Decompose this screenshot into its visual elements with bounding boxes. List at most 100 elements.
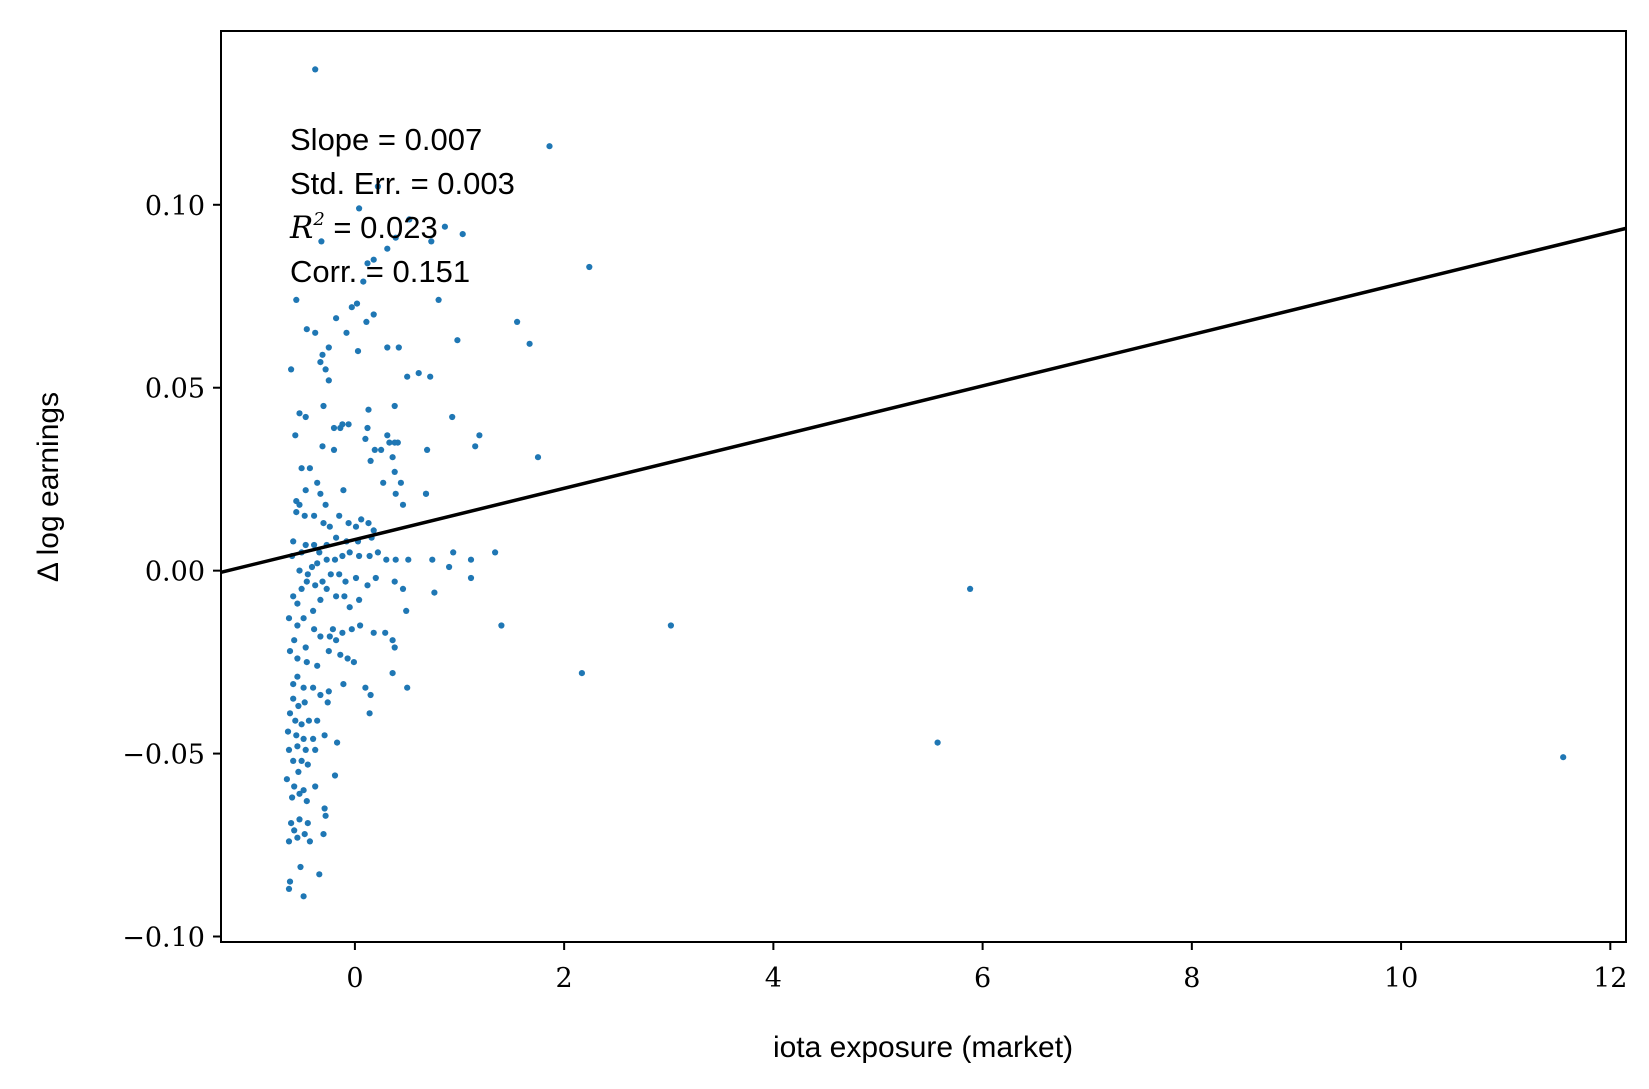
scatter-point (293, 296, 300, 303)
scatter-point (314, 662, 321, 669)
scatter-point (546, 143, 553, 150)
scatter-point (370, 527, 377, 534)
scatter-point (667, 622, 675, 629)
scatter-point (329, 626, 336, 633)
y-axis-ticks: −0.10 −0.05 0.00 0.05 0.10 (122, 191, 221, 954)
scatter-point (322, 366, 329, 373)
scatter-point (317, 691, 324, 699)
scatter-point (293, 732, 300, 739)
scatter-point (326, 523, 333, 530)
scatter-point (467, 574, 475, 582)
scatter-point (295, 768, 302, 776)
scatter-point (300, 787, 307, 794)
r2-exponent: 2 (312, 209, 324, 230)
scatter-point (346, 604, 353, 611)
scatter-point (316, 549, 323, 556)
scatter-point (296, 410, 303, 417)
scatter-point (441, 223, 448, 230)
scatter-point (312, 783, 319, 790)
scatter-point (298, 721, 305, 728)
scatter-point (296, 790, 303, 797)
r2-symbol: R (289, 210, 313, 246)
scatter-point (331, 772, 339, 779)
scatter-point (323, 556, 330, 563)
scatter-point (296, 816, 303, 823)
scatter-point (345, 520, 352, 527)
scatter-point (300, 615, 307, 622)
scatter-point (322, 812, 329, 819)
scatter-point (316, 871, 323, 878)
scatter-point (319, 443, 326, 450)
scatter-point (366, 552, 373, 560)
scatter-point (350, 659, 357, 666)
scatter-point (358, 516, 365, 523)
scatter-point (300, 735, 307, 743)
scatter-point (294, 600, 301, 607)
scatter-point (395, 344, 402, 351)
scatter-point (345, 421, 352, 428)
scatter-point (317, 633, 324, 640)
scatter-point (336, 512, 343, 519)
scatter-point (302, 746, 309, 754)
scatter-point (310, 684, 317, 691)
scatter-point (370, 311, 377, 318)
scatter-point (289, 794, 296, 801)
scatter-point (362, 684, 369, 691)
scatter-point (384, 245, 391, 252)
scatter-point (514, 318, 521, 325)
scatter-point (364, 424, 371, 432)
scatter-point (288, 820, 295, 827)
x-tick-label: 8 (1183, 963, 1200, 994)
scatter-point (403, 607, 410, 615)
scatter-point (317, 596, 324, 604)
plot-frame (220, 30, 1627, 943)
scatter-point (294, 743, 301, 750)
scatter-point (305, 717, 312, 724)
scatter-point (1560, 754, 1567, 761)
scatter-point (326, 633, 333, 640)
scatter-point (330, 424, 338, 432)
scatter-point (321, 732, 328, 739)
scatter-point (389, 454, 396, 461)
scatter-point (392, 490, 399, 497)
scatter-point (404, 373, 411, 380)
scatter-point (306, 838, 313, 845)
scatter-point (394, 439, 401, 446)
scatter-point (304, 571, 311, 578)
slope-text: Slope = 0.007 (290, 122, 482, 157)
scatter-point (392, 556, 399, 563)
y-tick-label: −0.10 (122, 923, 205, 954)
scatter-point (446, 563, 453, 571)
corr-text: Corr. = 0.151 (290, 254, 470, 289)
scatter-point (339, 552, 346, 560)
scatter-point (286, 648, 294, 655)
scatter-point (333, 315, 340, 322)
scatter-point (314, 479, 321, 486)
x-tick-label: 12 (1593, 963, 1627, 994)
scatter-point (578, 670, 586, 677)
scatter-point (367, 457, 374, 464)
scatter-point (397, 479, 404, 486)
scatter-point (293, 508, 300, 516)
scatter-point (303, 659, 310, 666)
scatter-point (296, 567, 303, 574)
scatter-point (325, 688, 332, 695)
scatter-point (291, 637, 298, 644)
scatter-point (431, 589, 438, 596)
scatter-point (382, 629, 389, 636)
scatter-point (296, 501, 303, 508)
scatter-point (290, 681, 297, 688)
scatter-point (364, 260, 371, 267)
scatter-point (526, 340, 533, 347)
scatter-point (298, 757, 305, 765)
scatter-point (320, 402, 327, 410)
scatter-point (383, 556, 390, 563)
scatter-point (292, 717, 299, 724)
scatter-point (339, 421, 346, 428)
scatter-point (314, 560, 321, 567)
y-tick-label: 0.10 (145, 191, 205, 222)
scatter-point (320, 831, 327, 838)
scatter-point (391, 402, 398, 410)
